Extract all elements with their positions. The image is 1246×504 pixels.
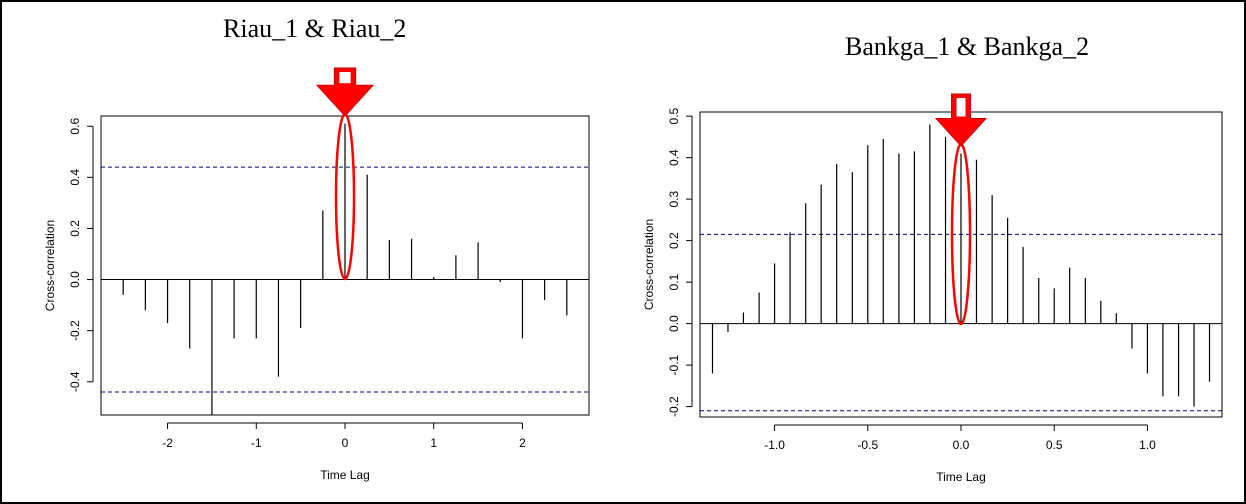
right-y-tick-label-7: 0.5 [667,107,681,124]
right-highlight-arrow-inner [956,98,966,117]
right-y-tick-label-4: 0.2 [667,232,681,249]
left-ccf-chart: -2 -1 0 1 2 -0.4 -0.2 0.0 0.2 0.4 0.6 Time Lag Cross… [43,67,590,482]
right-ccf-chart: -1.0 -0.5 0.0 0.5 1.0 -0.2 -0.1 0.0 0.1 0.2 0.3 0.4… [642,93,1223,484]
right-y-tick-label-3: 0.1 [667,273,681,290]
left-y-tick-label-2: 0.0 [68,271,82,288]
right-y-tick-label-5: 0.3 [667,190,681,207]
right-highlight-arrow-icon [934,93,988,147]
right-y-tick-label-6: 0.4 [667,149,681,166]
right-x-tick-label-2: 0.0 [953,438,970,452]
right-y-axis-title: Cross-correlation [642,219,656,310]
right-x-axis-title: Time Lag [936,470,986,484]
left-y-axis-title: Cross-correlation [43,220,57,311]
left-highlight-arrow-icon [315,67,375,117]
right-x-tick-label-1: -0.5 [857,438,878,452]
right-x-tick-label-0: -1.0 [764,438,785,452]
right-x-tick-label-3: 0.5 [1046,438,1063,452]
left-x-tick-label-3: 1 [430,436,437,450]
right-y-tick-label-1: -0.1 [667,354,681,375]
left-x-tick-label-0: -2 [162,436,173,450]
left-x-tick-label-4: 2 [519,436,526,450]
right-chart-title: Bankga_1 & Bankga_2 [845,32,1090,61]
left-x-tick-label-2: 0 [342,436,349,450]
left-x-axis-title: Time Lag [320,468,370,482]
left-highlight-arrow-inner [339,72,351,84]
left-y-tick-label-1: -0.2 [68,320,82,341]
left-y-tick-label-3: 0.2 [68,220,82,237]
left-x-tick-label-1: -1 [251,436,262,450]
right-y-tick-label-0: -0.2 [667,396,681,417]
left-y-tick-label-5: 0.6 [68,118,82,135]
left-y-tick-label-0: -0.4 [68,371,82,392]
left-chart-title: Riau_1 & Riau_2 [223,14,407,43]
right-y-tick-label-2: 0.0 [667,315,681,332]
left-y-tick-label-4: 0.4 [68,169,82,186]
right-x-tick-label-4: 1.0 [1139,438,1156,452]
